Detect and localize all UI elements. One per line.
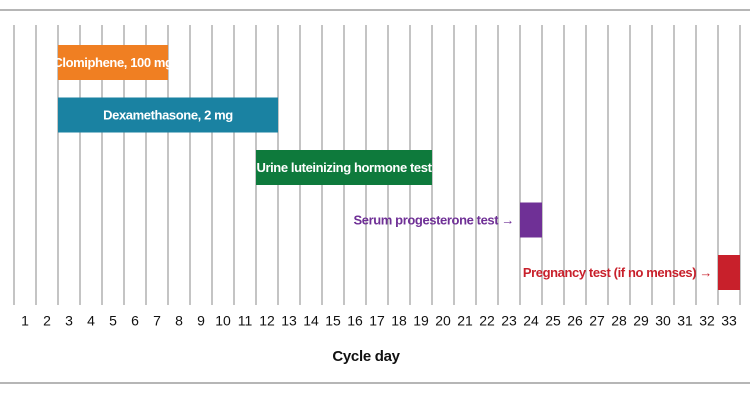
x-tick-label: 18 xyxy=(391,313,407,329)
task-bar xyxy=(520,202,542,238)
x-tick-label: 23 xyxy=(501,313,517,329)
x-tick-label: 9 xyxy=(197,313,205,329)
task-label: Urine luteinizing hormone test xyxy=(256,160,432,175)
x-tick-label: 13 xyxy=(281,313,297,329)
x-tick-label: 25 xyxy=(545,313,561,329)
task-bar xyxy=(718,255,740,290)
x-tick-label: 11 xyxy=(238,313,253,329)
x-tick-label: 16 xyxy=(347,313,363,329)
x-tick-label: 33 xyxy=(721,313,737,329)
x-tick-label: 30 xyxy=(655,313,671,329)
x-tick-label: 29 xyxy=(633,313,649,329)
task-label: Dexamethasone, 2 mg xyxy=(103,107,233,122)
x-tick-label: 24 xyxy=(523,313,539,329)
x-tick-label: 27 xyxy=(589,313,605,329)
x-tick-label: 7 xyxy=(153,313,161,329)
task-label: Pregnancy test (if no menses) → xyxy=(523,265,712,280)
x-tick-label: 3 xyxy=(65,313,73,329)
task-bar xyxy=(58,45,168,80)
x-tick-label: 10 xyxy=(215,313,231,329)
task-label: Clomiphene, 100 mg xyxy=(53,55,173,70)
x-axis-title: Cycle day xyxy=(332,348,400,365)
x-tick-label: 20 xyxy=(435,313,451,329)
x-tick-label: 19 xyxy=(413,313,429,329)
x-tick-label: 15 xyxy=(325,313,341,329)
x-tick-label: 2 xyxy=(43,313,51,329)
task-bar xyxy=(58,97,278,133)
x-tick-label: 6 xyxy=(131,313,139,329)
x-tick-label: 22 xyxy=(479,313,495,329)
x-tick-label: 17 xyxy=(369,313,385,329)
x-tick-label: 12 xyxy=(259,313,275,329)
x-tick-label: 4 xyxy=(87,313,95,329)
task-label: Serum progesterone test → xyxy=(354,212,515,227)
task-bar xyxy=(256,150,432,185)
x-tick-label: 26 xyxy=(567,313,583,329)
x-tick-label: 32 xyxy=(699,313,715,329)
x-tick-label: 5 xyxy=(109,313,117,329)
x-tick-label: 1 xyxy=(21,313,29,329)
x-tick-label: 31 xyxy=(677,313,693,329)
x-tick-label: 14 xyxy=(303,313,319,329)
x-tick-label: 21 xyxy=(457,313,473,329)
x-tick-label: 8 xyxy=(175,313,183,329)
x-tick-label: 28 xyxy=(611,313,627,329)
